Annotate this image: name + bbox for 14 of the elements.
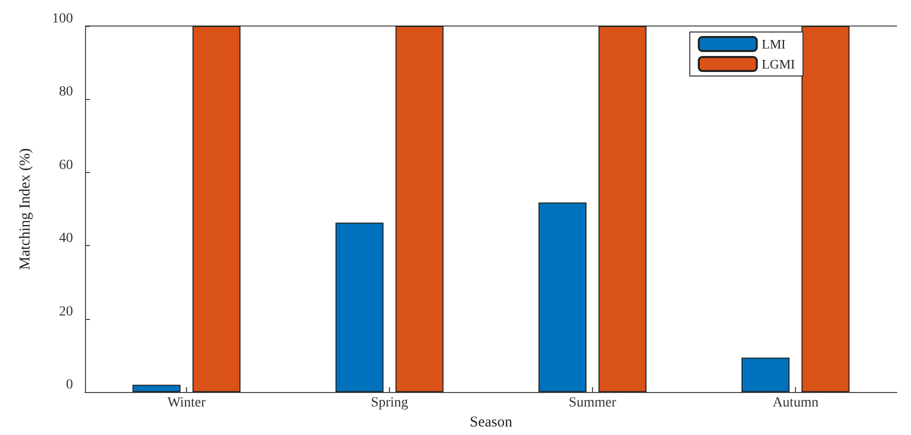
x-tick-label: Summer [568, 396, 617, 411]
x-tick-label: Winter [167, 396, 206, 411]
y-tick-label: 40 [59, 231, 73, 246]
y-axis-title: Matching Index (%) [18, 148, 34, 270]
legend-label: LGMI [762, 56, 795, 72]
x-tick-label: Spring [370, 396, 408, 411]
y-tick-label: 100 [52, 12, 73, 26]
y-tick-label: 60 [59, 158, 73, 173]
y-tick-label: 20 [59, 304, 73, 320]
x-tick-label: Autumn [772, 396, 818, 411]
y-tick-label: 80 [59, 84, 73, 100]
legend-label: LMI [762, 36, 786, 52]
y-tick-label: 0 [66, 378, 73, 393]
x-axis-title: Season [470, 414, 513, 430]
